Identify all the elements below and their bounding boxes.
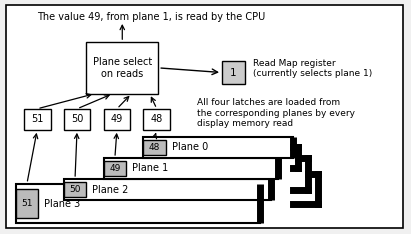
Text: 48: 48 xyxy=(151,114,163,124)
Text: 49: 49 xyxy=(109,164,120,173)
FancyBboxPatch shape xyxy=(16,189,38,219)
FancyBboxPatch shape xyxy=(86,42,158,94)
FancyBboxPatch shape xyxy=(24,109,51,130)
Text: Plane 0: Plane 0 xyxy=(172,143,208,152)
Text: The value 49, from plane 1, is read by the CPU: The value 49, from plane 1, is read by t… xyxy=(37,12,265,22)
Text: Plane 3: Plane 3 xyxy=(44,199,81,208)
FancyBboxPatch shape xyxy=(143,137,293,158)
Text: 51: 51 xyxy=(21,199,32,208)
Text: Read Map register
(currently selects plane 1): Read Map register (currently selects pla… xyxy=(253,58,372,78)
Text: All four latches are loaded from
the corresponding planes by every
display memor: All four latches are loaded from the cor… xyxy=(197,98,355,128)
FancyBboxPatch shape xyxy=(64,179,271,200)
FancyBboxPatch shape xyxy=(104,158,278,179)
FancyBboxPatch shape xyxy=(222,61,245,84)
FancyBboxPatch shape xyxy=(6,5,403,228)
Text: Plane select
on reads: Plane select on reads xyxy=(92,57,152,79)
FancyBboxPatch shape xyxy=(143,139,166,155)
Text: 51: 51 xyxy=(31,114,44,124)
Text: 1: 1 xyxy=(230,68,237,77)
Text: 50: 50 xyxy=(69,185,81,194)
Text: 50: 50 xyxy=(71,114,83,124)
Text: 48: 48 xyxy=(149,143,160,152)
FancyBboxPatch shape xyxy=(143,109,170,130)
Text: 49: 49 xyxy=(111,114,123,124)
FancyBboxPatch shape xyxy=(64,109,90,130)
FancyBboxPatch shape xyxy=(104,161,126,176)
FancyBboxPatch shape xyxy=(16,184,260,223)
Text: Plane 1: Plane 1 xyxy=(132,164,169,173)
Text: Plane 2: Plane 2 xyxy=(92,185,129,194)
FancyBboxPatch shape xyxy=(64,182,86,197)
FancyBboxPatch shape xyxy=(104,109,130,130)
